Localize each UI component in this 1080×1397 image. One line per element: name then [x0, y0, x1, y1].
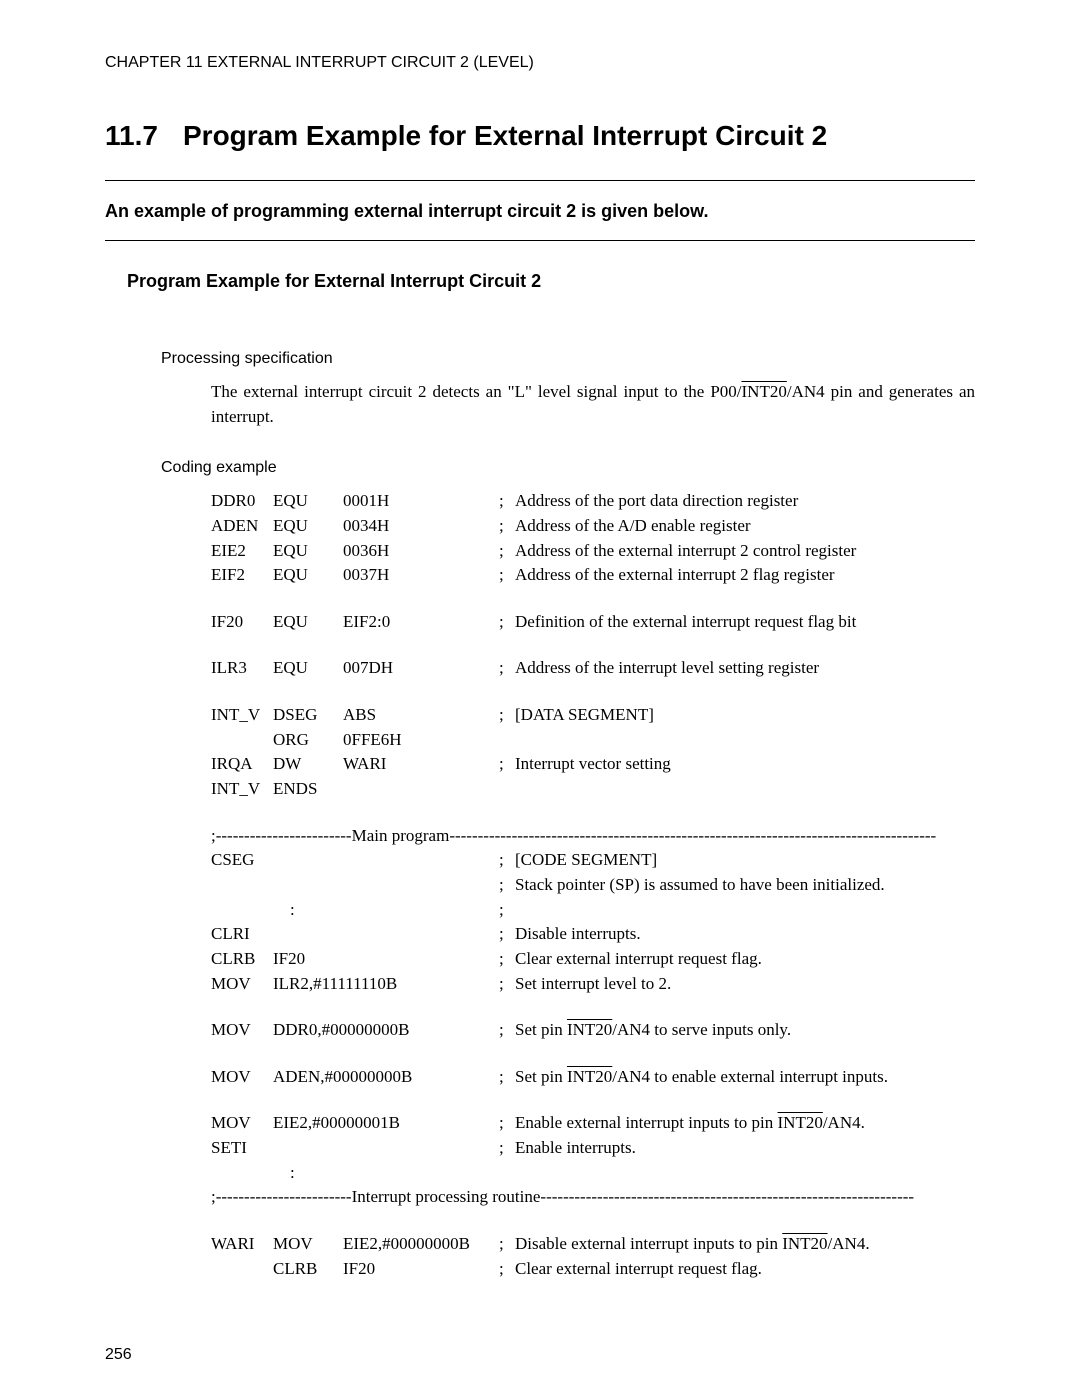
subsection-title: Program Example for External Interrupt C…: [127, 271, 975, 292]
code-row: CLRI;Disable interrupts.: [211, 922, 975, 947]
code-divider: ;------------------------Main program---…: [211, 824, 975, 849]
code-row: CLRBIF20;Clear external interrupt reques…: [211, 947, 975, 972]
code-row: EIF2EQU0037H;Address of the external int…: [211, 563, 975, 588]
int20-overline: INT20: [742, 382, 787, 401]
page-number: 256: [105, 1346, 132, 1364]
code-row: CLRBIF20;Clear external interrupt reques…: [211, 1257, 975, 1282]
processing-spec-label: Processing specification: [161, 350, 975, 368]
section-title: 11.7Program Example for External Interru…: [105, 120, 975, 152]
code-block: DDR0EQU0001H;Address of the port data di…: [211, 489, 975, 1281]
chapter-header: CHAPTER 11 EXTERNAL INTERRUPT CIRCUIT 2 …: [105, 54, 975, 72]
code-row: IRQADWWARI;Interrupt vector setting: [211, 752, 975, 777]
code-row: INT_VDSEGABS;[DATA SEGMENT]: [211, 703, 975, 728]
page: CHAPTER 11 EXTERNAL INTERRUPT CIRCUIT 2 …: [0, 0, 1080, 1281]
code-row: MOVDDR0,#00000000B;Set pin INT20/AN4 to …: [211, 1018, 975, 1043]
rule-bottom: [105, 240, 975, 241]
rule-top: [105, 180, 975, 181]
code-row: IF20EQUEIF2:0;Definition of the external…: [211, 610, 975, 635]
coding-example-label: Coding example: [161, 459, 975, 477]
code-row: MOVADEN,#00000000B;Set pin INT20/AN4 to …: [211, 1065, 975, 1090]
section-number: 11.7: [105, 120, 183, 152]
code-row: CSEG;[CODE SEGMENT]: [211, 848, 975, 873]
code-row: ;Stack pointer (SP) is assumed to have b…: [211, 873, 975, 898]
code-row: MOVILR2,#11111110B;Set interrupt level t…: [211, 972, 975, 997]
code-row: ILR3EQU007DH;Address of the interrupt le…: [211, 656, 975, 681]
code-row: ORG0FFE6H: [211, 728, 975, 753]
processing-spec-body: The external interrupt circuit 2 detects…: [211, 380, 975, 429]
code-divider: ;------------------------Interrupt proce…: [211, 1185, 975, 1210]
section-title-text: Program Example for External Interrupt C…: [183, 120, 827, 151]
code-row: WARIMOVEIE2,#00000000B;Disable external …: [211, 1232, 975, 1257]
code-row: SETI;Enable interrupts.: [211, 1136, 975, 1161]
code-row: INT_VENDS: [211, 777, 975, 802]
code-row: EIE2EQU0036H;Address of the external int…: [211, 539, 975, 564]
code-row: ADENEQU0034H;Address of the A/D enable r…: [211, 514, 975, 539]
intro-text: An example of programming external inter…: [105, 201, 975, 222]
spec-text-before: The external interrupt circuit 2 detects…: [211, 382, 742, 401]
code-row: MOVEIE2,#00000001B;Enable external inter…: [211, 1111, 975, 1136]
code-row: DDR0EQU0001H;Address of the port data di…: [211, 489, 975, 514]
